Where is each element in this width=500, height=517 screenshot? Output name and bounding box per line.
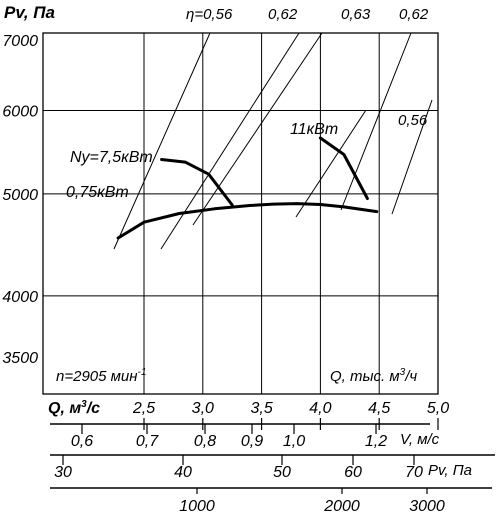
efficiency-label-5: 0,56 — [398, 112, 428, 129]
speed-label: n=2905 мин-1 — [56, 367, 146, 385]
q-tick-label: 3,0 — [192, 400, 214, 417]
q-tick-label: 4,5 — [368, 400, 390, 417]
v-tick-label: 0,7 — [136, 433, 159, 450]
efficiency-line — [340, 32, 412, 211]
q-tick-label: 4,0 — [309, 400, 331, 417]
v-tick-label: 0,8 — [194, 433, 216, 450]
power-label-1: Ny=7,5кВт — [70, 149, 153, 166]
v-tick-label: 1,2 — [365, 433, 387, 450]
curve-3 — [318, 136, 369, 200]
efficiency-line — [391, 99, 433, 215]
efficiency-label-3: 0,63 — [341, 6, 371, 23]
efficiency-label-1: η=0,56 — [186, 6, 233, 23]
y-tick-label: 4000 — [2, 289, 38, 306]
p-tick-label: 3000 — [409, 498, 445, 515]
v-tick-label: 1,0 — [283, 433, 305, 450]
p-tick-label: 2000 — [323, 498, 360, 515]
axis-ticks: 7000 6000 5000 4000 3500 2,5 3,0 3,5 4,0 4,5 5,0 0,… — [2, 33, 495, 515]
y-tick-label: 5000 — [2, 187, 38, 204]
efficiency-lines — [113, 32, 433, 250]
y-tick-label: 6000 — [2, 103, 38, 120]
power-label-2: 0,75кВт — [66, 184, 129, 201]
q-tick-label: 2,5 — [132, 400, 155, 417]
pv-tick-label: 50 — [273, 464, 291, 481]
curve-2 — [160, 158, 234, 207]
efficiency-line — [160, 32, 300, 250]
efficiency-label-4: 0,62 — [399, 6, 429, 23]
curves — [116, 136, 379, 240]
curve-1 — [116, 202, 379, 240]
y-tick-label: 7000 — [2, 33, 38, 50]
q-tick-label: 3,5 — [250, 400, 272, 417]
efficiency-line — [295, 109, 367, 218]
v-tick-label: 0,9 — [241, 433, 263, 450]
pv-tick-label: 30 — [54, 464, 72, 481]
q-scale-label: Q, м3/c — [48, 399, 100, 417]
power-label-3: 11кВт — [290, 121, 338, 138]
x-axis-label: Q, тыс. м3/ч — [330, 367, 417, 385]
pv-tick-label: 70 — [405, 464, 423, 481]
efficiency-label-2: 0,62 — [268, 6, 298, 23]
efficiency-line — [192, 32, 323, 226]
v-scale-label: V, м/с — [400, 431, 440, 448]
p-tick-label: 1000 — [179, 498, 215, 515]
efficiency-line — [113, 32, 211, 250]
pv-tick-label: 40 — [174, 464, 192, 481]
grid — [43, 33, 438, 394]
q-tick-label: 5,0 — [427, 400, 449, 417]
plot-frame — [42, 32, 439, 395]
v-tick-label: 0,6 — [71, 433, 93, 450]
y-axis-label: Pv, Па — [4, 3, 55, 22]
pv-scale-label: Pv, Па — [428, 462, 472, 479]
plot-border — [42, 32, 439, 395]
labels: Pv, Па n=2905 мин-1 Q, тыс. м3/ч η=0,56 … — [4, 3, 472, 479]
y-tick-label: 3500 — [2, 350, 38, 367]
pv-tick-label: 60 — [344, 464, 362, 481]
